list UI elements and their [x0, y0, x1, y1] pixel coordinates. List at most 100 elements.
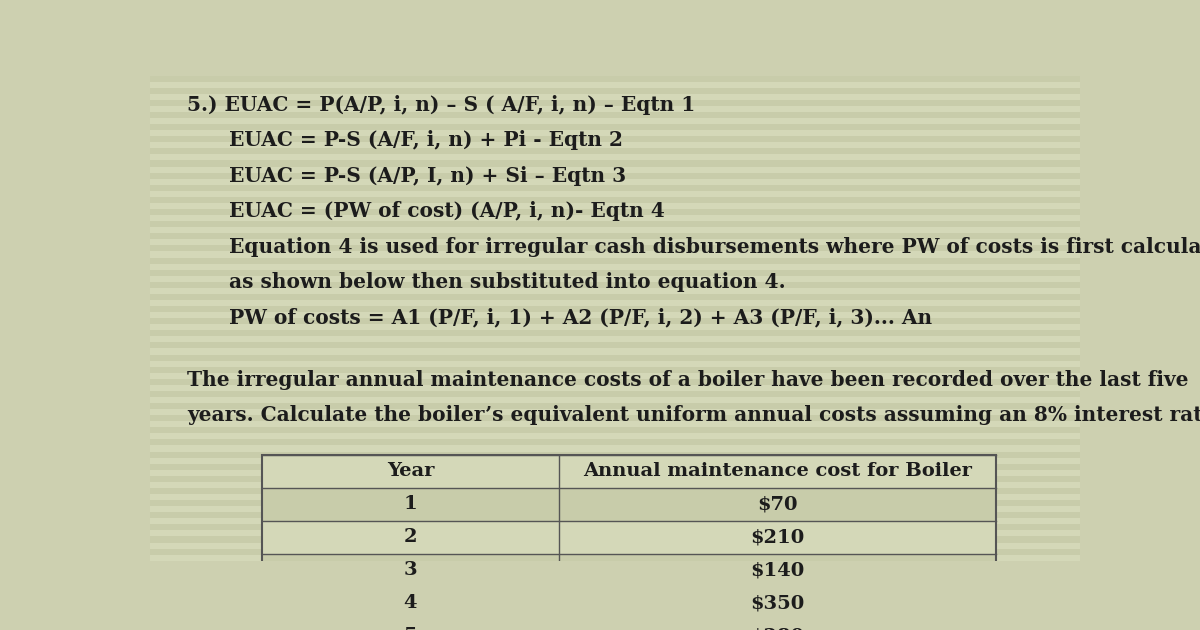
- Bar: [150, 554, 1080, 561]
- Bar: [150, 421, 1080, 427]
- Bar: [150, 530, 1080, 537]
- Bar: [150, 300, 1080, 306]
- Bar: [150, 512, 1080, 518]
- Bar: [150, 294, 1080, 300]
- Bar: [150, 518, 1080, 524]
- Text: 3: 3: [403, 561, 418, 580]
- Text: Equation 4 is used for irregular cash disbursements where PW of costs is first c: Equation 4 is used for irregular cash di…: [229, 237, 1200, 256]
- Bar: [150, 263, 1080, 270]
- Bar: [150, 457, 1080, 464]
- Bar: [150, 246, 1080, 251]
- Text: $140: $140: [751, 561, 805, 580]
- Text: 5: 5: [403, 627, 418, 630]
- Text: Year: Year: [386, 462, 434, 481]
- Text: The irregular annual maintenance costs of a boiler have been recorded over the l: The irregular annual maintenance costs o…: [187, 370, 1189, 389]
- Text: PW of costs = A1 (P/F, i, 1) + A2 (P/F, i, 2) + A3 (P/F, i, 3)... An: PW of costs = A1 (P/F, i, 1) + A2 (P/F, …: [229, 307, 932, 328]
- Bar: [262, 554, 996, 587]
- Bar: [150, 524, 1080, 530]
- Bar: [150, 166, 1080, 173]
- Bar: [150, 324, 1080, 330]
- Bar: [150, 82, 1080, 88]
- Bar: [150, 397, 1080, 403]
- Bar: [150, 179, 1080, 185]
- Bar: [150, 373, 1080, 379]
- Bar: [150, 494, 1080, 500]
- Bar: [262, 455, 996, 630]
- Bar: [150, 130, 1080, 136]
- Bar: [150, 391, 1080, 397]
- Bar: [150, 118, 1080, 124]
- Bar: [150, 276, 1080, 282]
- Bar: [150, 154, 1080, 161]
- Bar: [150, 88, 1080, 94]
- Bar: [150, 403, 1080, 409]
- Bar: [150, 470, 1080, 476]
- Bar: [150, 330, 1080, 336]
- Text: 4: 4: [403, 594, 418, 612]
- Text: $210: $210: [751, 529, 805, 546]
- Text: Annual maintenance cost for Boiler: Annual maintenance cost for Boiler: [583, 462, 972, 481]
- Text: EUAC = P-S (A/F, i, n) + Pi - Eqtn 2: EUAC = P-S (A/F, i, n) + Pi - Eqtn 2: [229, 130, 623, 151]
- Bar: [150, 348, 1080, 355]
- Bar: [150, 355, 1080, 360]
- Bar: [150, 76, 1080, 82]
- Bar: [150, 142, 1080, 149]
- Bar: [150, 203, 1080, 209]
- Bar: [150, 360, 1080, 367]
- Bar: [150, 542, 1080, 549]
- Bar: [150, 415, 1080, 421]
- Text: 5.) EUAC = P(A/P, i, n) – S ( A/F, i, n) – Eqtn 1: 5.) EUAC = P(A/P, i, n) – S ( A/F, i, n)…: [187, 95, 696, 115]
- Bar: [150, 488, 1080, 494]
- Text: 2: 2: [403, 529, 418, 546]
- Bar: [150, 149, 1080, 154]
- Bar: [150, 288, 1080, 294]
- Bar: [150, 343, 1080, 348]
- Bar: [150, 379, 1080, 385]
- Text: as shown below then substituted into equation 4.: as shown below then substituted into equ…: [229, 272, 786, 292]
- Bar: [150, 537, 1080, 542]
- Bar: [150, 221, 1080, 227]
- Bar: [150, 215, 1080, 221]
- Bar: [150, 385, 1080, 391]
- Bar: [150, 197, 1080, 203]
- Bar: [150, 106, 1080, 112]
- Bar: [150, 100, 1080, 106]
- Text: $350: $350: [751, 594, 805, 612]
- Bar: [262, 455, 996, 488]
- Bar: [150, 112, 1080, 118]
- Bar: [150, 233, 1080, 239]
- Bar: [150, 336, 1080, 343]
- Text: EUAC = P-S (A/P, I, n) + Si – Eqtn 3: EUAC = P-S (A/P, I, n) + Si – Eqtn 3: [229, 166, 626, 186]
- Bar: [150, 282, 1080, 288]
- Bar: [150, 433, 1080, 440]
- Bar: [150, 427, 1080, 433]
- Bar: [150, 239, 1080, 245]
- Text: years. Calculate the boiler’s equivalent uniform annual costs assuming an 8% int: years. Calculate the boiler’s equivalent…: [187, 405, 1200, 425]
- Bar: [150, 161, 1080, 166]
- Bar: [150, 452, 1080, 457]
- Bar: [262, 587, 996, 620]
- Bar: [150, 173, 1080, 179]
- Bar: [150, 270, 1080, 276]
- Bar: [150, 500, 1080, 506]
- Bar: [262, 521, 996, 554]
- Bar: [150, 191, 1080, 197]
- Bar: [150, 367, 1080, 373]
- Bar: [150, 185, 1080, 191]
- Text: EUAC = (PW of cost) (A/P, i, n)- Eqtn 4: EUAC = (PW of cost) (A/P, i, n)- Eqtn 4: [229, 201, 665, 221]
- Bar: [262, 488, 996, 521]
- Bar: [150, 94, 1080, 100]
- Bar: [150, 227, 1080, 233]
- Bar: [150, 464, 1080, 470]
- Bar: [150, 482, 1080, 488]
- Text: 1: 1: [403, 495, 418, 513]
- Bar: [150, 258, 1080, 263]
- Bar: [262, 620, 996, 630]
- Bar: [150, 251, 1080, 258]
- Bar: [150, 409, 1080, 415]
- Bar: [150, 312, 1080, 318]
- Bar: [150, 136, 1080, 142]
- Bar: [150, 318, 1080, 324]
- Bar: [150, 506, 1080, 512]
- Bar: [150, 440, 1080, 445]
